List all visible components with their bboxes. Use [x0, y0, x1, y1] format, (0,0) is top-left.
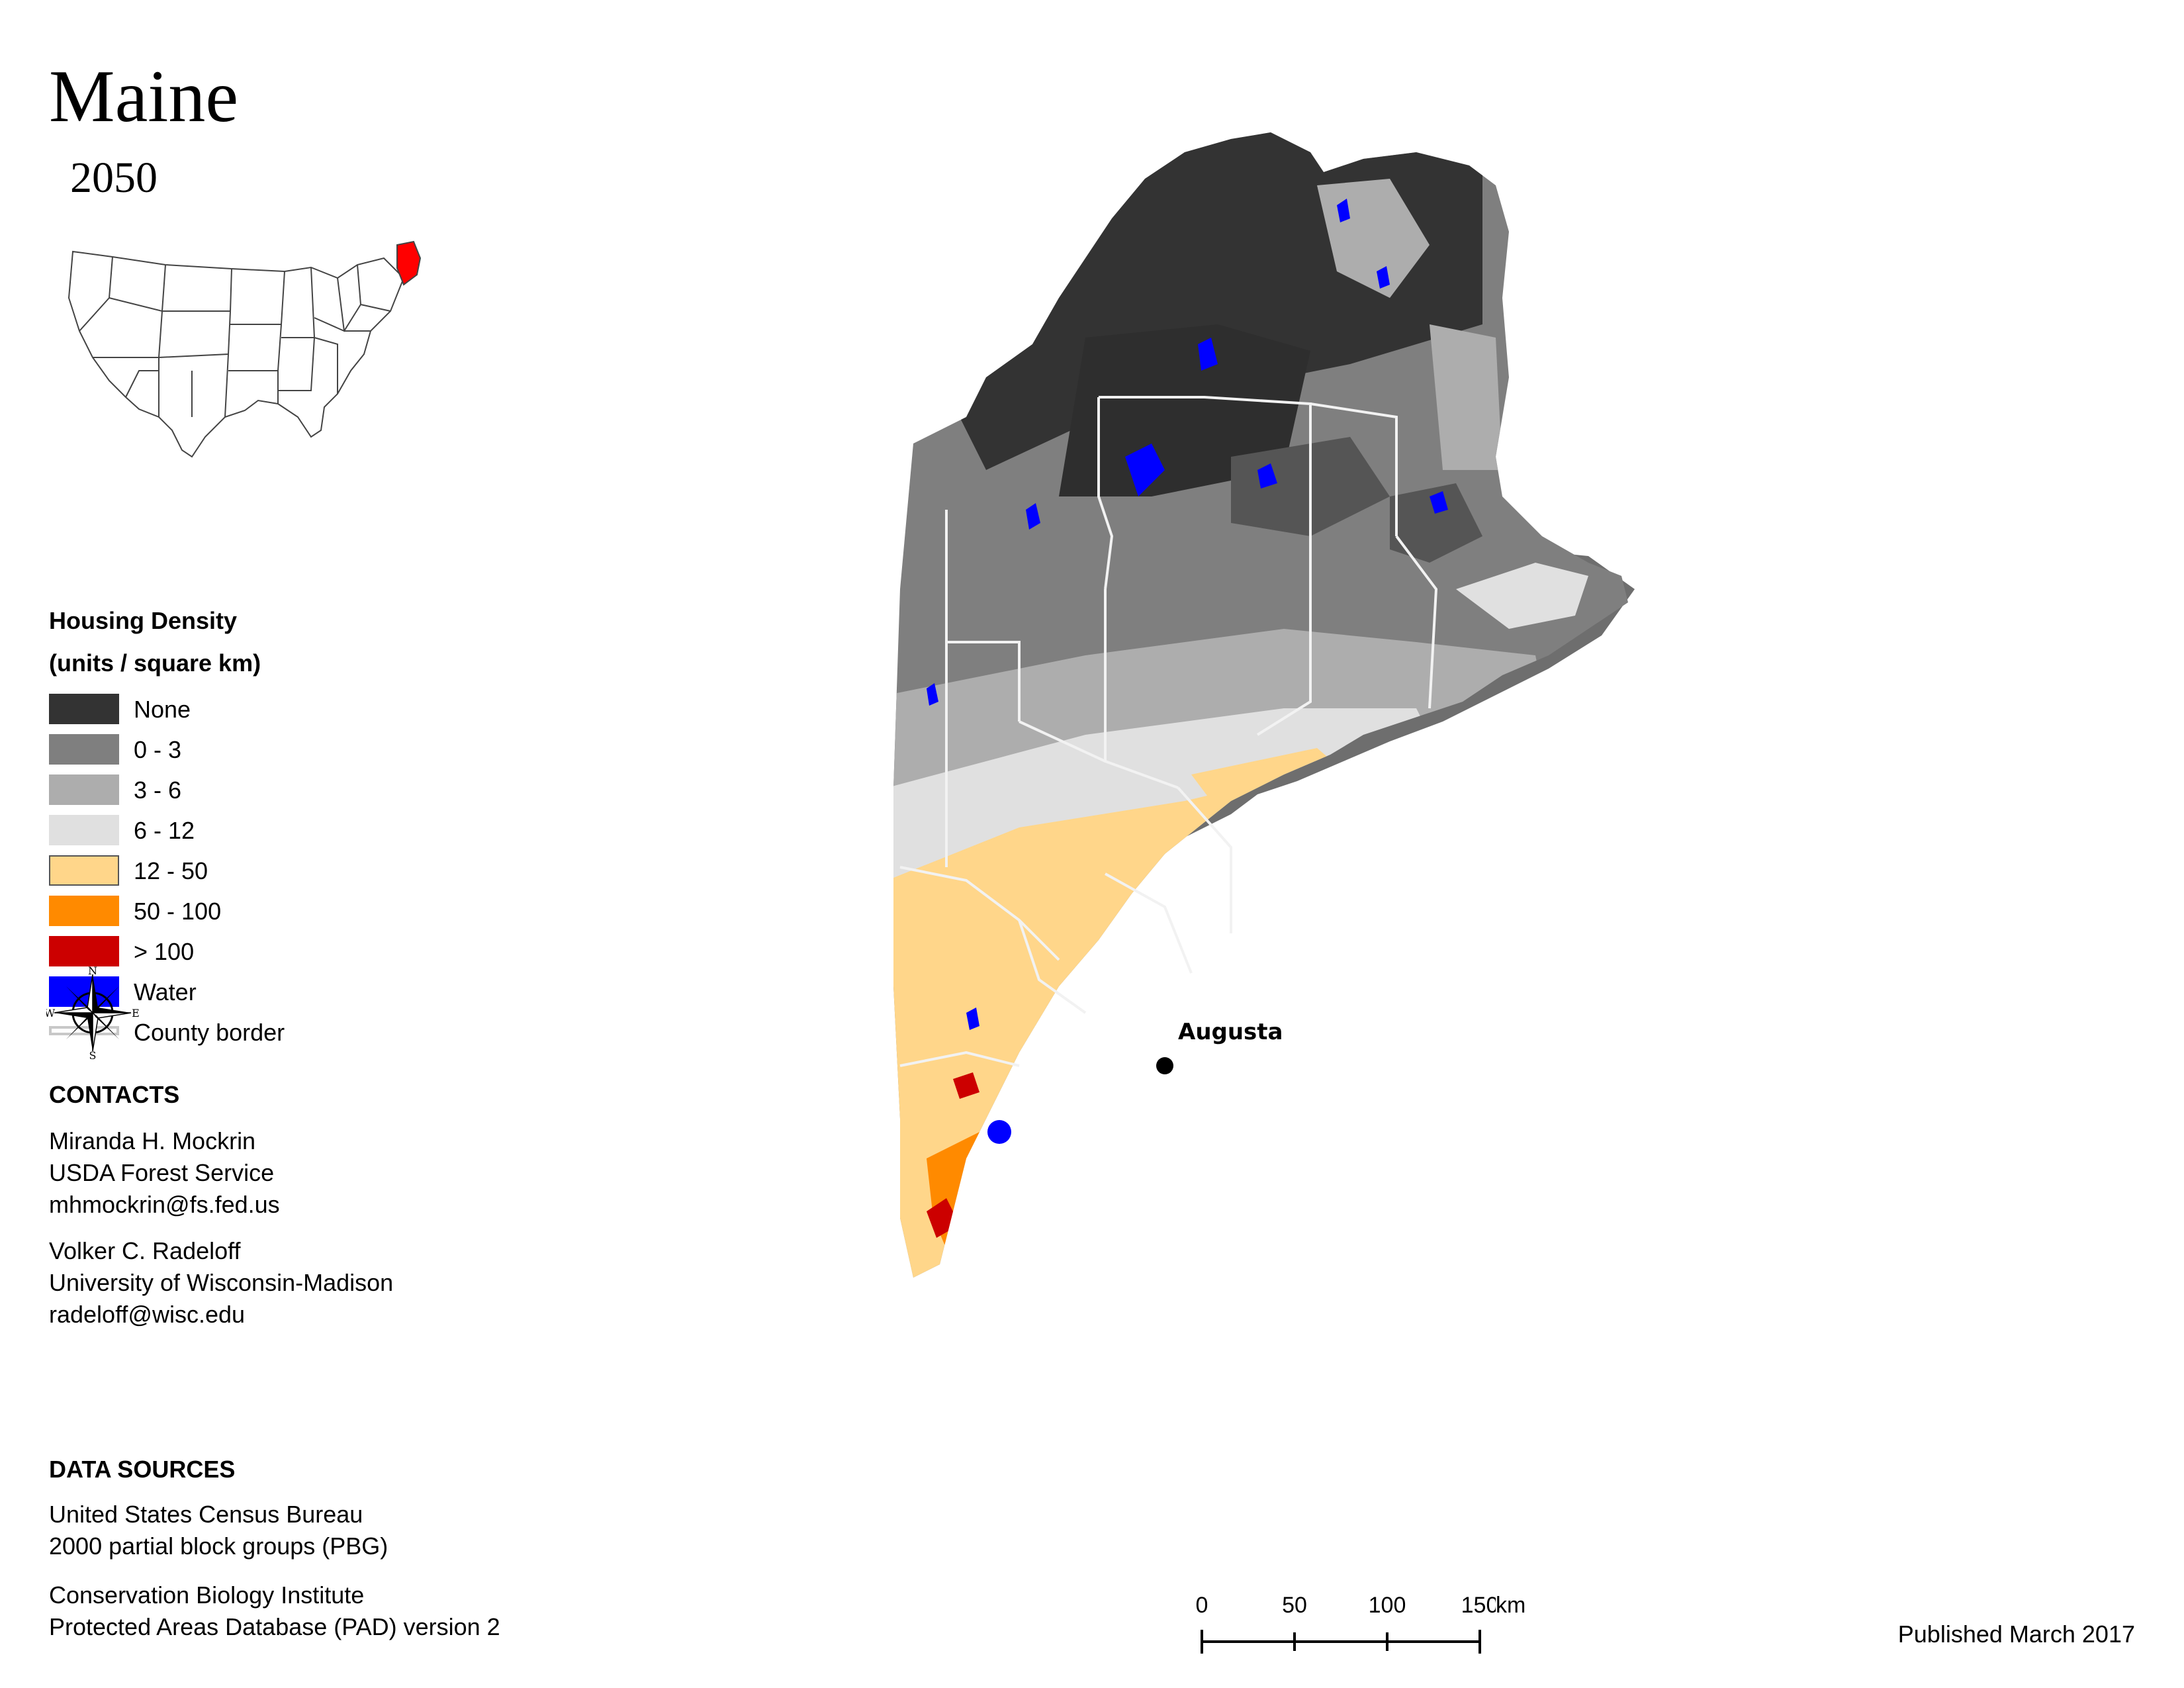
legend-item-12-50: 12 - 50	[49, 855, 446, 887]
legend-label: 12 - 50	[134, 857, 208, 884]
legend-items: None 0 - 3 3 - 6 6 - 12 12 - 50 50 - 100…	[49, 694, 285, 1064]
legend-item-50-100: 50 - 100	[49, 896, 446, 927]
usa-inset-map	[60, 238, 430, 470]
contact2-org: University of Wisconsin-Madison	[49, 1269, 394, 1296]
legend-item-none: None	[49, 694, 446, 726]
legend-item-6-12: 6 - 12	[49, 815, 446, 847]
maine-housing-density-map: Augusta	[887, 126, 1774, 1443]
legend-units: (units / square km)	[49, 649, 261, 677]
compass-n: N	[88, 966, 97, 977]
legend-item-0-3: 0 - 3	[49, 734, 446, 766]
legend-label: 0 - 3	[134, 736, 182, 763]
source-line-2: 2000 partial block groups (PBG)	[49, 1532, 388, 1560]
compass-w: W	[46, 1007, 56, 1019]
legend-label: 50 - 100	[134, 898, 222, 925]
compass-rose: N S W E	[44, 964, 140, 1062]
legend-label: 3 - 6	[134, 776, 182, 804]
county-borders	[899, 396, 1438, 1067]
contacts-section: CONTACTS Miranda H. Mockrin USDA Forest …	[49, 1083, 393, 1331]
legend-swatch	[49, 936, 119, 966]
scale-unit-label: km	[1496, 1593, 1526, 1618]
map-title: Maine	[49, 56, 239, 138]
legend-label: None	[134, 696, 191, 723]
scale-bar: 0 50 100 150 km	[1191, 1589, 1498, 1668]
contact2-name: Volker C. Radeloff	[49, 1237, 241, 1264]
legend-swatch	[49, 734, 119, 765]
published-date: Published March 2017	[1897, 1620, 2135, 1648]
water-bodies	[927, 199, 1448, 1144]
legend-swatch	[49, 774, 119, 805]
legend-swatch	[49, 815, 119, 845]
compass-s: S	[89, 1049, 97, 1059]
legend-item-3-6: 3 - 6	[49, 774, 446, 806]
map-subtitle-year: 2050	[70, 154, 158, 202]
legend-label: Water	[134, 978, 197, 1006]
legend-swatch	[49, 694, 119, 724]
scale-tick-50: 50	[1282, 1593, 1307, 1618]
legend-item-county-border: County border	[49, 1017, 446, 1049]
contact1-email[interactable]: mhmockrin@fs.fed.us	[49, 1191, 280, 1218]
augusta-marker	[1156, 1057, 1173, 1074]
legend-item-over-100: > 100	[49, 936, 446, 968]
legend-swatch	[49, 855, 119, 886]
data-sources-heading: DATA SOURCES	[49, 1456, 236, 1483]
augusta-label: Augusta	[1178, 1019, 1283, 1045]
scale-tick-0: 0	[1196, 1593, 1208, 1618]
legend-label: 6 - 12	[134, 817, 195, 844]
density-regions	[893, 132, 1628, 1278]
contacts-heading: CONTACTS	[49, 1081, 180, 1108]
legend-item-water: Water	[49, 976, 446, 1008]
contact2-email[interactable]: radeloff@wisc.edu	[49, 1301, 246, 1328]
contact1-name: Miranda H. Mockrin	[49, 1127, 256, 1154]
contact1-org: USDA Forest Service	[49, 1159, 275, 1186]
maine-highlight	[396, 240, 422, 286]
source-line-3: Conservation Biology Institute	[49, 1581, 365, 1609]
scale-tick-150: 150	[1461, 1593, 1496, 1618]
legend-label: > 100	[134, 938, 195, 965]
legend-swatch	[49, 896, 119, 926]
source-line-1: United States Census Bureau	[49, 1501, 363, 1528]
data-sources-section: DATA SOURCES United States Census Bureau…	[49, 1458, 500, 1643]
usa-outline	[68, 250, 405, 458]
legend-heading: Housing Density	[49, 607, 238, 634]
compass-e: E	[132, 1007, 139, 1019]
legend-label: County border	[134, 1019, 285, 1046]
map-legend: Housing Density (units / square km) None…	[49, 607, 285, 1064]
legend-swatch	[49, 976, 119, 1007]
source-line-4: Protected Areas Database (PAD) version 2	[49, 1613, 500, 1640]
scale-tick-100: 100	[1369, 1593, 1406, 1618]
